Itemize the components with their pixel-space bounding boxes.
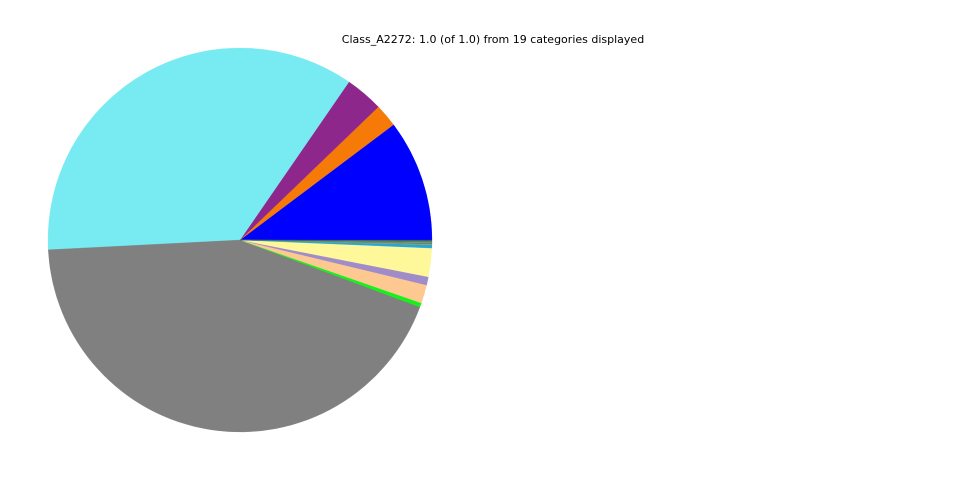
chart-title: Class_A2272: 1.0 (of 1.0) from 19 catego… <box>341 33 645 46</box>
pie-slice-18 <box>239 239 433 241</box>
pie-slice-0 <box>239 124 433 241</box>
pie-slice-3 <box>47 47 350 250</box>
pie-slice-4 <box>48 239 421 433</box>
